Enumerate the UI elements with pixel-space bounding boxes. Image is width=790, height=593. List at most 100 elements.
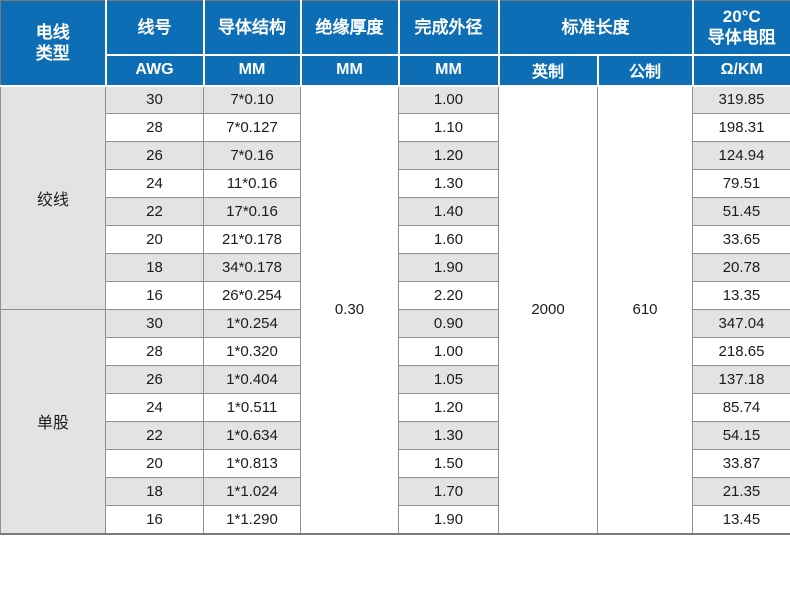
table-row: 26 1*0.404 1.05 137.18 <box>1 365 790 394</box>
table-header: 电线 类型 线号 导体结构 绝缘厚度 完成外径 标准长度 20°C 导体电阻 A… <box>0 0 790 87</box>
header-wire-type-line1: 电线 <box>35 22 70 42</box>
header-length-metric: 公制 <box>596 53 694 87</box>
cell-od: 1.20 <box>398 393 499 422</box>
cell-awg: 30 <box>105 309 204 338</box>
table-row: 单股 30 1*0.254 0.90 347.04 <box>0 309 790 534</box>
cell-awg: 18 <box>105 253 204 282</box>
cell-awg: 30 <box>105 85 204 114</box>
cell-conductor: 1*0.813 <box>203 449 301 478</box>
cell-resistance: 137.18 <box>692 365 790 394</box>
cell-conductor: 7*0.127 <box>203 113 301 142</box>
cell-conductor: 1*0.634 <box>203 421 301 450</box>
header-length-imperial: 英制 <box>497 53 599 87</box>
cell-awg: 28 <box>105 113 204 142</box>
cell-conductor: 1*0.404 <box>203 365 301 394</box>
header-wire-type: 电线 类型 <box>0 0 107 87</box>
cell-od: 1.00 <box>398 337 499 366</box>
table-body: 绞线 30 7*0.10 0.30 1.00 2000 610 319.85 2… <box>0 85 790 534</box>
table-row: 22 17*0.16 1.40 51.45 <box>1 197 790 226</box>
cell-length-metric-merged: 610 <box>597 85 693 534</box>
cell-od: 1.00 <box>398 85 499 114</box>
cell-conductor: 1*1.290 <box>203 505 301 534</box>
cell-conductor: 1*1.024 <box>203 477 301 506</box>
cell-conductor: 1*0.320 <box>203 337 301 366</box>
header-resistance-line2: 导体电阻 <box>707 28 776 48</box>
cell-awg: 22 <box>105 421 204 450</box>
cell-conductor: 21*0.178 <box>203 225 301 254</box>
header-conductor: 导体结构 <box>202 0 302 56</box>
cell-resistance: 79.51 <box>692 169 790 198</box>
cell-awg: 20 <box>105 449 204 478</box>
cell-conductor: 7*0.10 <box>203 85 301 114</box>
table-row: 绞线 30 7*0.10 0.30 1.00 2000 610 319.85 <box>0 85 790 534</box>
table-row: 28 7*0.127 1.10 198.31 <box>1 113 790 142</box>
header-length: 标准长度 <box>497 0 694 56</box>
cell-od: 1.30 <box>398 421 499 450</box>
header-conductor-unit: MM <box>202 53 302 87</box>
cell-awg: 26 <box>105 365 204 394</box>
header-resistance-line1: 20°C <box>722 7 761 26</box>
cell-od: 1.30 <box>398 169 499 198</box>
cell-od: 1.70 <box>398 477 499 506</box>
cell-resistance: 319.85 <box>692 85 790 114</box>
cell-conductor: 17*0.16 <box>203 197 301 226</box>
cell-resistance: 51.45 <box>692 197 790 226</box>
cell-length-imperial-merged: 2000 <box>498 85 598 534</box>
header-od: 完成外径 <box>397 0 500 56</box>
cell-resistance: 85.74 <box>692 393 790 422</box>
header-resistance: 20°C 导体电阻 <box>691 0 790 56</box>
cell-resistance: 20.78 <box>692 253 790 282</box>
cell-conductor: 26*0.254 <box>203 281 301 310</box>
header-resistance-unit: Ω/KM <box>691 53 790 87</box>
table-row: 24 11*0.16 1.30 79.51 <box>1 169 790 198</box>
cell-conductor: 34*0.178 <box>203 253 301 282</box>
cell-resistance: 218.65 <box>692 337 790 366</box>
table-row: 18 1*1.024 1.70 21.35 <box>1 477 790 506</box>
header-insulation-unit: MM <box>299 53 400 87</box>
cell-od: 1.90 <box>398 505 499 534</box>
cell-resistance: 33.87 <box>692 449 790 478</box>
cell-awg: 28 <box>105 337 204 366</box>
cell-od: 0.90 <box>398 309 499 338</box>
cell-awg: 16 <box>105 281 204 310</box>
header-od-unit: MM <box>397 53 500 87</box>
header-insulation: 绝缘厚度 <box>299 0 400 56</box>
cell-od: 2.20 <box>398 281 499 310</box>
header-gauge-unit: AWG <box>105 53 205 87</box>
cell-od: 1.90 <box>398 253 499 282</box>
cell-resistance: 33.65 <box>692 225 790 254</box>
cell-conductor: 11*0.16 <box>203 169 301 198</box>
cell-od: 1.10 <box>398 113 499 142</box>
cell-conductor: 1*0.254 <box>203 309 301 338</box>
cell-resistance: 198.31 <box>692 113 790 142</box>
cell-insulation-merged: 0.30 <box>300 85 399 534</box>
cell-awg: 24 <box>105 169 204 198</box>
cell-resistance: 13.45 <box>692 505 790 534</box>
cell-resistance: 347.04 <box>692 309 790 338</box>
cell-resistance: 124.94 <box>692 141 790 170</box>
header-wire-type-line2: 类型 <box>35 43 70 63</box>
cell-awg: 24 <box>105 393 204 422</box>
table-row: 22 1*0.634 1.30 54.15 <box>1 421 790 450</box>
cell-od: 1.05 <box>398 365 499 394</box>
cell-awg: 20 <box>105 225 204 254</box>
header-gauge: 线号 <box>104 0 205 56</box>
cell-resistance: 54.15 <box>692 421 790 450</box>
cell-awg: 26 <box>105 141 204 170</box>
cell-conductor: 1*0.511 <box>203 393 301 422</box>
cell-resistance: 13.35 <box>692 281 790 310</box>
cell-awg: 16 <box>105 505 204 534</box>
cell-awg: 22 <box>105 197 204 226</box>
cell-od: 1.20 <box>398 141 499 170</box>
table-row: 18 34*0.178 1.90 20.78 <box>1 253 790 282</box>
wire-spec-table: 电线 类型 线号 导体结构 绝缘厚度 完成外径 标准长度 20°C 导体电阻 A… <box>0 0 790 535</box>
table-row: 20 1*0.813 1.50 33.87 <box>1 449 790 478</box>
cell-conductor: 7*0.16 <box>203 141 301 170</box>
cell-wire-type-stranded: 绞线 <box>0 85 106 310</box>
cell-wire-type-solid: 单股 <box>0 309 106 534</box>
table-row: 16 26*0.254 2.20 13.35 <box>1 281 790 310</box>
cell-od: 1.40 <box>398 197 499 226</box>
table-row: 16 1*1.290 1.90 13.45 <box>1 505 790 534</box>
cell-awg: 18 <box>105 477 204 506</box>
